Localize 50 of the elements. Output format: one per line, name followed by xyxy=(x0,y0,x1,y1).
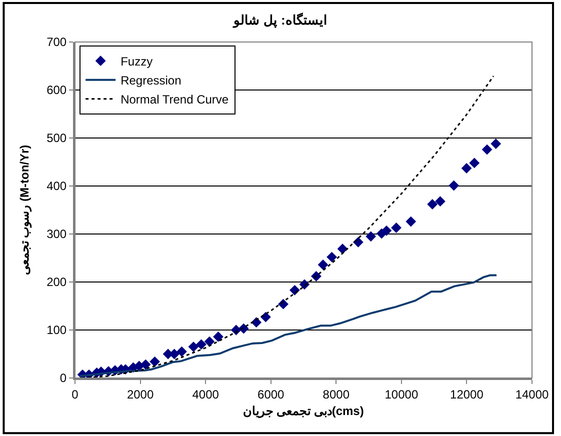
point xyxy=(482,144,492,155)
point xyxy=(337,244,348,254)
point xyxy=(238,323,249,334)
point xyxy=(150,356,160,367)
point xyxy=(213,332,224,342)
chart-title: ایستگاه: پل شالو xyxy=(232,11,328,28)
y-tick-label: 600 xyxy=(46,83,67,98)
y-tick-label: 500 xyxy=(46,131,67,146)
point xyxy=(391,222,402,233)
point xyxy=(204,336,215,347)
point xyxy=(318,260,328,270)
line-series xyxy=(78,274,498,378)
point xyxy=(490,138,502,149)
y-tick-label: 0 xyxy=(60,371,67,386)
point xyxy=(290,284,300,296)
point xyxy=(311,271,322,282)
point xyxy=(406,216,416,227)
x-tick-label: 14000 xyxy=(515,387,550,402)
y-tick-label: 200 xyxy=(46,275,67,290)
point xyxy=(448,180,460,191)
y-tick-label: 700 xyxy=(46,35,67,50)
y-tick-label: 100 xyxy=(46,323,67,338)
point xyxy=(469,158,480,168)
legend-label: Fuzzy xyxy=(120,54,153,69)
point xyxy=(140,359,151,370)
point xyxy=(278,298,288,310)
x-tick-label: 12000 xyxy=(450,387,484,402)
y-axis-title: رسوب تجمعی (M-ton/Yr) xyxy=(17,144,32,276)
x-tick-label: 6000 xyxy=(258,387,285,402)
x-tick-label: 10000 xyxy=(384,387,418,402)
point xyxy=(381,225,392,236)
point xyxy=(188,342,199,352)
x-tick-label: 0 xyxy=(72,387,79,402)
point xyxy=(176,346,187,357)
point xyxy=(326,252,337,262)
point xyxy=(352,236,364,248)
point xyxy=(461,163,472,174)
x-axis-title: دبی تجمعی جریان(cms) xyxy=(243,404,364,419)
x-tick-label: 8000 xyxy=(322,387,350,402)
legend-label: Regression xyxy=(120,74,182,88)
point xyxy=(435,196,446,207)
x-tick-label: 4000 xyxy=(192,387,220,402)
point xyxy=(196,339,206,350)
x-tick-label: 2000 xyxy=(126,387,154,402)
point xyxy=(427,199,438,210)
point xyxy=(366,231,376,242)
legend-label: Normal Trend Curve xyxy=(120,92,229,107)
y-tick-label: 300 xyxy=(46,227,67,242)
y-tick-label: 400 xyxy=(46,179,67,194)
point xyxy=(299,279,310,290)
